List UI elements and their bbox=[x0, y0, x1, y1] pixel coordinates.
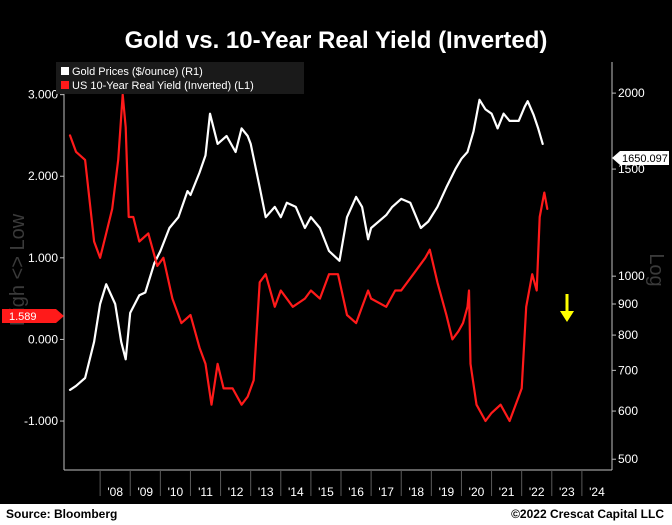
legend-background bbox=[56, 62, 304, 94]
x-tick-label: '23 bbox=[559, 485, 575, 499]
left-tick-label: -1.000 bbox=[24, 414, 58, 428]
x-tick-label: '15 bbox=[318, 485, 334, 499]
footer-credit: ©2022 Crescat Capital LLC bbox=[511, 507, 664, 521]
right-tick-label: 700 bbox=[618, 363, 638, 377]
x-tick-label: '11 bbox=[198, 485, 213, 499]
series-group bbox=[68, 93, 549, 423]
left-axis-ticks: -1.000 0.000 1.000 2.000 3.000 bbox=[24, 88, 64, 428]
series-line-yield bbox=[68, 93, 549, 423]
right-last-value-box bbox=[612, 151, 669, 165]
legend-label-yield: US 10-Year Real Yield (Inverted) (L1) bbox=[72, 80, 254, 92]
left-tick-label: 3.000 bbox=[28, 88, 58, 102]
right-tick-label: 900 bbox=[618, 297, 638, 311]
left-tick-label: 0.000 bbox=[28, 332, 58, 346]
right-tick-label: 1000 bbox=[618, 269, 645, 283]
right-tick-label: 800 bbox=[618, 328, 638, 342]
legend: Gold Prices ($/ounce) (R1) US 10-Year Re… bbox=[56, 62, 304, 94]
x-tick-label: '18 bbox=[408, 485, 424, 499]
footer-bar bbox=[0, 504, 672, 525]
x-tick-label: '08 bbox=[107, 485, 123, 499]
left-last-value: 1.589 bbox=[9, 311, 37, 323]
legend-swatch-gold bbox=[61, 67, 69, 75]
x-tick-label: '20 bbox=[469, 485, 485, 499]
series-line-gold bbox=[68, 98, 544, 391]
legend-label-gold: Gold Prices ($/ounce) (R1) bbox=[72, 66, 203, 78]
left-axis-label: High <> Low bbox=[7, 213, 29, 326]
right-axis-ticks: 500 600 700 800 900 1000 1500 2000 bbox=[612, 86, 645, 466]
x-tick-label: '22 bbox=[529, 485, 545, 499]
footer-source: Source: Bloomberg bbox=[6, 507, 117, 521]
x-tick-label: '24 bbox=[589, 485, 605, 499]
left-last-value-box bbox=[2, 309, 64, 323]
x-tick-label: '21 bbox=[499, 485, 515, 499]
down-arrow-icon bbox=[560, 294, 574, 322]
x-tick-label: '17 bbox=[378, 485, 394, 499]
x-tick-label: '14 bbox=[288, 485, 304, 499]
right-tick-label: 500 bbox=[618, 452, 638, 466]
chart-title: Gold vs. 10-Year Real Yield (Inverted) bbox=[125, 27, 548, 54]
x-tick-label: '10 bbox=[168, 485, 184, 499]
x-tick-label: '16 bbox=[348, 485, 364, 499]
footer: Source: Bloomberg ©2022 Crescat Capital … bbox=[0, 504, 672, 525]
x-axis-ticks: '08 '09 '10 '11 '12 '13 '14 '15 '16 '17 '18 '19 '20 '… bbox=[99, 470, 605, 499]
down-arrow-head bbox=[560, 311, 574, 322]
left-tick-label: 1.000 bbox=[28, 251, 58, 265]
x-tick-label: '09 bbox=[137, 485, 153, 499]
left-tick-label: 2.000 bbox=[28, 169, 58, 183]
right-last-value: 1650.097 bbox=[622, 153, 668, 165]
x-tick-label: '19 bbox=[439, 485, 455, 499]
legend-swatch-yield bbox=[61, 81, 69, 89]
x-tick-label: '13 bbox=[258, 485, 274, 499]
right-tick-label: 2000 bbox=[618, 86, 645, 100]
plot-frame bbox=[63, 62, 613, 471]
right-last-value-tag: 1650.097 bbox=[612, 151, 669, 165]
left-last-value-tag: 1.589 bbox=[2, 309, 64, 323]
right-axis-label: Log bbox=[645, 253, 667, 286]
right-tick-label: 600 bbox=[618, 404, 638, 418]
x-tick-label: '12 bbox=[228, 485, 244, 499]
right-tick-label: 1500 bbox=[618, 162, 645, 176]
